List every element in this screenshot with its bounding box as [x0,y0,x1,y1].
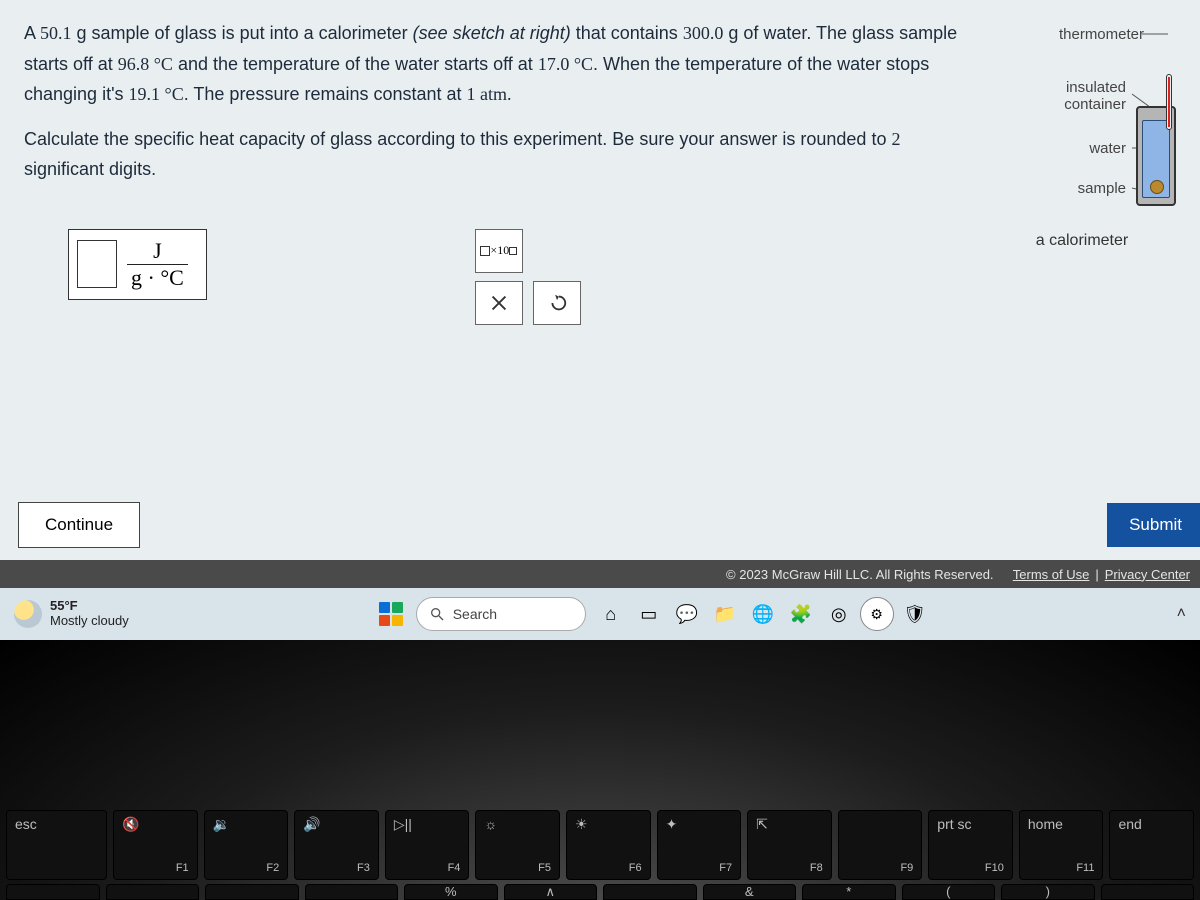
sigfigs: 2 [891,129,900,149]
diagram-caption: a calorimeter [982,232,1182,250]
key: 🔉F2 [204,810,289,880]
key: F9 [838,810,923,880]
key [603,884,697,900]
scinot-button[interactable]: ×10 [475,229,523,273]
key: ⇱F8 [747,810,832,880]
copyright: © 2023 McGraw Hill LLC. All Rights Reser… [726,567,994,582]
problem-panel: A 50.1 g sample of glass is put into a c… [0,0,1200,560]
key: & [703,884,797,900]
close-icon [488,292,510,314]
key: esc [6,810,107,880]
taskbar-app-icon[interactable]: 📁 [708,597,742,631]
txt: Calculate the specific heat capacity of … [24,129,891,149]
weather-widget[interactable]: 55°F Mostly cloudy [14,599,129,629]
deg3: °C [160,84,184,104]
txt: g sample of glass is put into a calorime… [72,23,413,43]
paren: (see sketch at right) [413,23,571,43]
answer-input[interactable] [77,240,117,288]
key: prt scF10 [928,810,1013,880]
key: ✦F7 [657,810,742,880]
taskbar-search[interactable]: Search [416,597,586,631]
temp-glass: 96.8 [118,54,150,74]
windows-taskbar: 55°F Mostly cloudy Search ⌂▭💬📁🌐🧩◎⚙🛡 ˄ [0,588,1200,640]
taskbar-app-icon[interactable]: ⌂ [594,597,628,631]
key: ) [1001,884,1095,900]
taskbar-app-icon[interactable]: ⚙ [860,597,894,631]
reset-button[interactable] [533,281,581,325]
key: 🔊F3 [294,810,379,880]
taskbar-app-icon[interactable]: ▭ [632,597,666,631]
problem-statement: A 50.1 g sample of glass is put into a c… [24,18,968,185]
key [6,884,100,900]
txt: and the temperature of the water starts … [173,54,538,74]
taskbar-app-icon[interactable]: ◎ [822,597,856,631]
taskbar-app-icon[interactable]: 🧩 [784,597,818,631]
sep: | [1095,567,1098,582]
key: ∧ [504,884,598,900]
submit-button[interactable]: Submit [1107,503,1200,547]
key: % [404,884,498,900]
unit-top: J [149,238,166,264]
footer: © 2023 McGraw Hill LLC. All Rights Reser… [0,560,1200,588]
key: end [1109,810,1194,880]
keyboard-num-row: % ∧ &* () [0,884,1200,900]
key: homeF11 [1019,810,1104,880]
temp-final: 19.1 [129,84,161,104]
keyboard-fn-row: esc🔇F1🔉F2🔊F3▷||F4☼F5☀F6✦F7⇱F8F9prt scF10… [0,810,1200,880]
search-icon [429,606,445,622]
tray[interactable]: ˄ [1177,605,1186,623]
start-button[interactable] [374,597,408,631]
taskbar-app-icon[interactable]: 💬 [670,597,704,631]
deg2: °C [569,54,593,74]
calorimeter-icon [1134,96,1178,206]
tray-chevron-icon[interactable]: ˄ [1177,605,1186,623]
clear-button[interactable] [475,281,523,325]
temp-water: 17.0 [538,54,570,74]
answer-box: J g · °C [68,229,207,300]
pressure: 1 [467,84,476,104]
answer-unit: J g · °C [127,238,188,291]
privacy-link[interactable]: Privacy Center [1105,567,1190,582]
key: * [802,884,896,900]
txt: A [24,23,40,43]
terms-link[interactable]: Terms of Use [1013,567,1090,582]
mass-water: 300.0 [683,23,724,43]
calorimeter-diagram: thermometer insulated container water sa… [982,18,1182,185]
mass-glass: 50.1 [40,23,72,43]
weather-cond: Mostly cloudy [50,614,129,629]
weather-temp: 55°F [50,599,129,614]
txt: significant digits. [24,159,156,179]
unit-bot: g · °C [127,265,188,291]
key: 🔇F1 [113,810,198,880]
txt: . The pressure remains constant at [184,84,467,104]
txt: that contains [571,23,683,43]
key: ( [902,884,996,900]
key [106,884,200,900]
undo-icon [546,292,568,314]
key: ☀F6 [566,810,651,880]
tool-palette: ×10 [475,229,581,325]
weather-icon [14,600,42,628]
taskbar-app-icon[interactable]: 🌐 [746,597,780,631]
key [205,884,299,900]
key [305,884,399,900]
key: ☼F5 [475,810,560,880]
key: ▷||F4 [385,810,470,880]
deg: °C [149,54,173,74]
atm: atm. [476,84,512,104]
taskbar-app-icon[interactable]: 🛡 [898,597,932,631]
continue-button[interactable]: Continue [18,502,140,548]
search-label: Search [453,606,497,622]
key [1101,884,1195,900]
